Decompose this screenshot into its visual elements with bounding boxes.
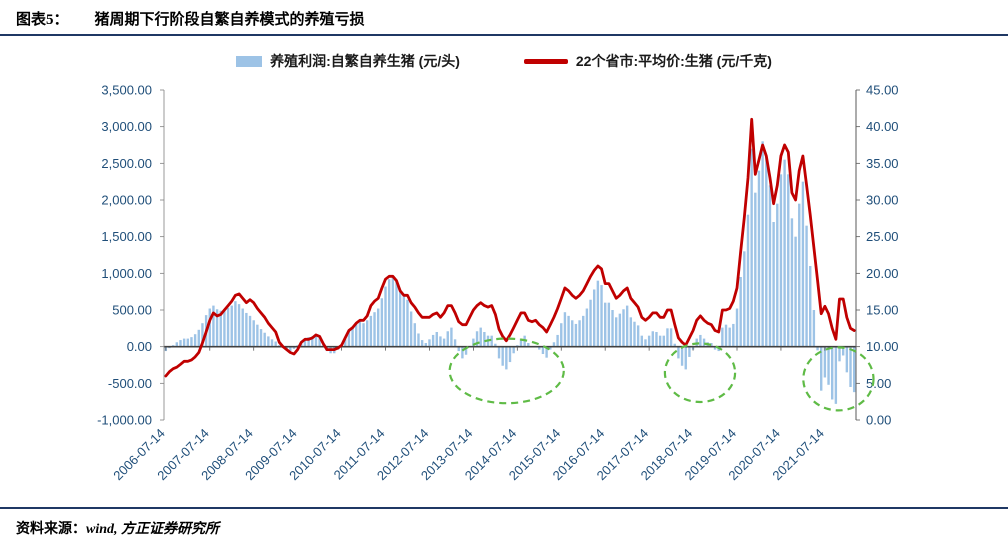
svg-text:10.00: 10.00 [866, 339, 899, 354]
svg-text:-1,000.00: -1,000.00 [97, 413, 152, 428]
chart-legend: 养殖利润:自繁自养生猪 (元/头) 22个省市:平均价:生猪 (元/千克) [0, 50, 1008, 72]
chart-area: 3,500.00 3,000.00 2,500.00 2,000.00 1,500.00… [0, 72, 1008, 507]
svg-text:25.00: 25.00 [866, 229, 899, 244]
svg-text:30.00: 30.00 [866, 193, 899, 208]
svg-text:45.00: 45.00 [866, 83, 899, 98]
svg-text:0.00: 0.00 [127, 339, 152, 354]
svg-text:0.00: 0.00 [866, 413, 891, 428]
bar-series-swatch-icon [236, 55, 263, 67]
legend-item-profit: 养殖利润:自繁自养生猪 (元/头) [236, 51, 460, 71]
figure-title: 猪周期下行阶段自繁自养模式的养殖亏损 [94, 12, 365, 28]
source-text: wind, 方正证券研究所 [86, 522, 220, 537]
svg-text:5.00: 5.00 [866, 376, 891, 391]
svg-text:500.00: 500.00 [112, 303, 152, 318]
line-series-swatch-icon [523, 58, 568, 64]
svg-text:40.00: 40.00 [866, 119, 899, 134]
svg-text:35.00: 35.00 [866, 156, 899, 171]
figure-label: 图表5： [16, 12, 69, 28]
svg-text:3,500.00: 3,500.00 [101, 83, 152, 98]
legend-label-price: 22个省市:平均价:生猪 (元/千克) [575, 53, 772, 69]
legend-item-price: 22个省市:平均价:生猪 (元/千克) [523, 51, 772, 71]
legend-label-profit: 养殖利润:自繁自养生猪 (元/头) [270, 53, 460, 69]
svg-text:20.00: 20.00 [866, 266, 899, 281]
svg-text:-500.00: -500.00 [108, 376, 152, 391]
figure-footer: 资料来源：wind, 方正证券研究所 [0, 507, 1008, 538]
svg-text:1,500.00: 1,500.00 [101, 229, 152, 244]
svg-text:2,500.00: 2,500.00 [101, 156, 152, 171]
svg-text:2,000.00: 2,000.00 [101, 193, 152, 208]
profit-price-chart-svg: 3,500.00 3,000.00 2,500.00 2,000.00 1,500.00… [97, 83, 899, 484]
svg-text:1,000.00: 1,000.00 [101, 266, 152, 281]
figure-header: 图表5： 猪周期下行阶段自繁自养模式的养殖亏损 [0, 0, 1008, 36]
svg-text:3,000.00: 3,000.00 [101, 119, 152, 134]
svg-text:15.00: 15.00 [866, 303, 899, 318]
source-label: 资料来源： [16, 522, 86, 537]
